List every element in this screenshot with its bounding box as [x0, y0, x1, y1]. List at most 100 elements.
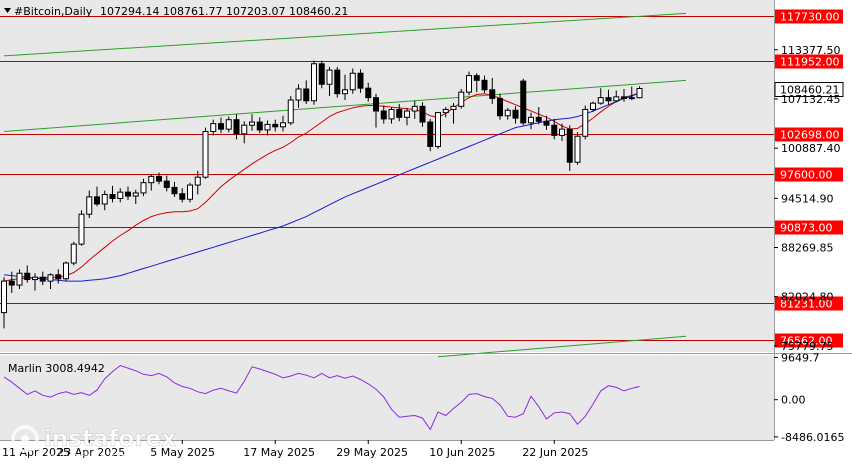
- time-tick-label: 5 May 2025: [150, 446, 215, 459]
- candle-body: [210, 123, 217, 133]
- candle-body: [535, 116, 542, 122]
- candle-body: [481, 79, 488, 91]
- candle: [636, 86, 643, 99]
- candle: [218, 117, 224, 134]
- horizontal-levels-layer: 117730.00 111952.00 102698.00 97600.00 90873…: [0, 9, 843, 348]
- candle: [489, 77, 496, 104]
- moving-averages-layer: [3, 92, 640, 282]
- candle: [427, 118, 434, 152]
- candle: [24, 265, 31, 283]
- candle: [318, 60, 325, 89]
- candle: [311, 60, 317, 105]
- candle-body: [442, 108, 449, 114]
- candle: [559, 123, 565, 141]
- candle: [47, 273, 54, 290]
- trendline-channel-upper[interactable]: [3, 12, 687, 57]
- time-tick-label: 17 May 2025: [243, 446, 315, 459]
- candle: [225, 116, 232, 133]
- candle-body: [70, 243, 77, 264]
- time-tick-label: 23 Apr 2025: [57, 446, 125, 459]
- candle-body: [404, 110, 410, 118]
- candle-body: [574, 135, 581, 163]
- trendline-channel-lower[interactable]: [437, 335, 687, 358]
- candle-body: [94, 196, 100, 205]
- ohlc-values: 107294.14 108761.77 107203.07 108460.21: [100, 5, 348, 18]
- marlin-oscillator-line: [3, 364, 640, 431]
- price-tick-label: 107132.45: [781, 93, 841, 106]
- candle: [357, 69, 364, 93]
- candle: [342, 74, 348, 101]
- watermark-tagline: Instant Forex Trading: [46, 452, 141, 462]
- candle: [117, 188, 124, 203]
- candle: [411, 100, 418, 119]
- candle-body: [311, 63, 317, 102]
- candle-body: [78, 213, 85, 245]
- candle: [187, 182, 193, 203]
- candle-body: [8, 280, 15, 286]
- watermark-logo: [11, 425, 39, 453]
- candle-body: [280, 122, 286, 128]
- level-tag-4: [775, 220, 843, 235]
- candle: [109, 185, 116, 203]
- chart-header: #Bitcoin,Daily 107294.14 108761.77 10720…: [4, 5, 348, 18]
- candle-body: [342, 89, 348, 95]
- candle: [466, 71, 472, 96]
- candle: [349, 68, 356, 94]
- candle-body: [272, 123, 279, 128]
- level-tag-3: [775, 167, 843, 182]
- candle-body: [249, 121, 255, 126]
- candle-body: [466, 75, 472, 93]
- watermark-brand: instaforex: [44, 426, 176, 452]
- candle-body: [559, 128, 565, 136]
- candle-body: [582, 108, 589, 137]
- candle: [365, 82, 372, 102]
- dropdown-triangle-icon[interactable]: [4, 8, 11, 13]
- candle-body: [334, 69, 341, 95]
- trendline-channel-middle[interactable]: [3, 79, 687, 133]
- candle: [303, 80, 310, 104]
- candle: [373, 93, 379, 128]
- candle: [512, 106, 519, 124]
- candle: [264, 120, 271, 136]
- price-tick-label: 75779.75: [781, 340, 834, 353]
- candle: [543, 115, 550, 130]
- candle: [442, 107, 449, 118]
- symbol-label: #Bitcoin,Daily: [14, 5, 93, 18]
- oscillator-plot-background: [0, 355, 774, 440]
- candle-body: [373, 97, 379, 112]
- level-label-3: 97600.00: [780, 169, 833, 182]
- candle-body: [117, 191, 124, 199]
- candle: [520, 78, 527, 126]
- candle-body: [187, 184, 193, 200]
- candle: [171, 181, 178, 197]
- watermark-logo-dot: [21, 435, 29, 443]
- candle: [272, 119, 279, 132]
- candle-body: [613, 96, 620, 102]
- level-label-5: 81231.00: [780, 298, 833, 311]
- candle: [132, 189, 139, 204]
- candle: [233, 114, 240, 140]
- candle: [101, 190, 108, 211]
- candle-body: [55, 274, 62, 280]
- candle: [458, 88, 465, 109]
- price-tick-label: 100887.40: [781, 142, 841, 155]
- time-tick-label: 22 Jun 2025: [522, 446, 588, 459]
- candle: [396, 103, 403, 122]
- candle-body: [458, 91, 465, 107]
- candle-body: [504, 109, 511, 117]
- candle-body: [497, 97, 503, 117]
- candle: [419, 102, 426, 127]
- candle-body: [16, 272, 23, 286]
- candle-body: [450, 105, 457, 110]
- candle: [590, 101, 596, 112]
- level-label-4: 90873.00: [780, 222, 833, 235]
- candle: [597, 88, 604, 105]
- candle: [450, 103, 457, 124]
- candle: [70, 241, 77, 266]
- candle-body: [597, 97, 604, 104]
- candle: [8, 271, 15, 293]
- candle: [613, 90, 620, 103]
- level-tag-2: [775, 127, 843, 142]
